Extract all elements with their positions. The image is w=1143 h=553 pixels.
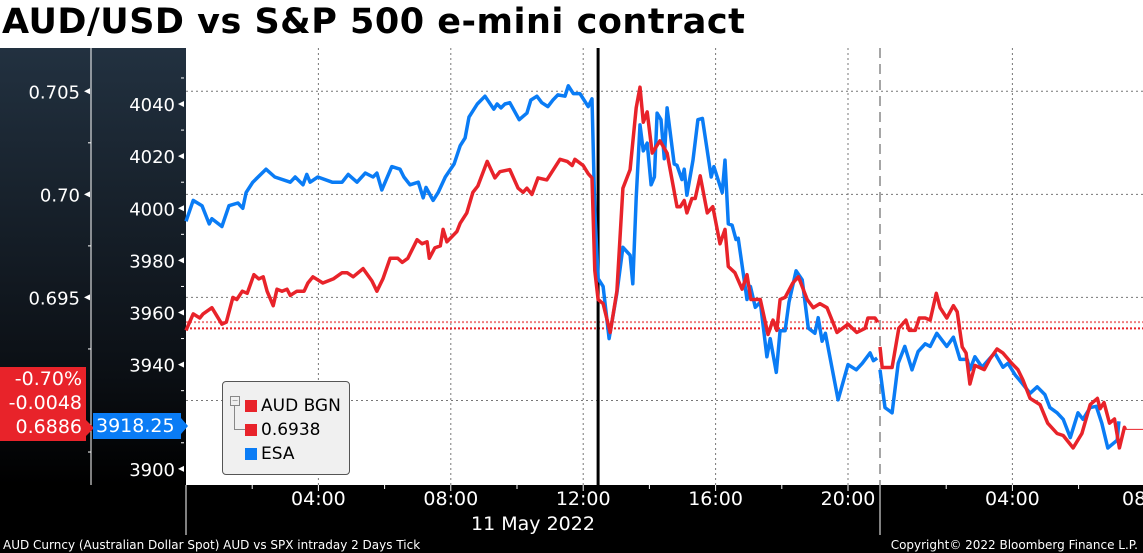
aud-y-tick-label: 0.70 (40, 185, 80, 206)
x-tick-label: 16:00 (688, 488, 743, 510)
legend-item-prev-close[interactable]: 0.6938 (245, 420, 320, 444)
x-axis-panel (0, 485, 1143, 553)
esa-y-tick-mark (178, 309, 184, 316)
x-tick-label: 04:00 (985, 488, 1040, 510)
esa-y-tick-mark (178, 205, 184, 212)
esa-y-tick-mark (178, 153, 184, 160)
x-tick-label: 08:00 (423, 488, 478, 510)
axes: 04:00 08:00 12:00 16:00 20:00 04:00 08 11 May 2… (28, 48, 1143, 535)
esa-y-tick-label: 3960 (129, 303, 175, 324)
legend-label: 0.6938 (261, 420, 321, 440)
esa-y-tick-label: 3980 (129, 251, 175, 272)
esa-y-tick-mark (178, 465, 184, 472)
legend-label: ESA (261, 444, 295, 464)
esa-y-tick-label: 3900 (129, 460, 175, 481)
legend-swatch (245, 448, 257, 460)
legend-item-aud-bgn[interactable]: AUD BGN (245, 396, 341, 420)
legend-swatch (245, 424, 257, 436)
x-date-label: 11 May 2022 (471, 513, 595, 535)
legend-item-esa[interactable]: ESA (245, 444, 294, 468)
x-tick-label: 12:00 (556, 488, 611, 510)
x-tick-label: 04:00 (291, 488, 346, 510)
aud-net-change: -0.0048 (8, 392, 82, 414)
footer-source: AUD Curncy (Australian Dollar Spot) AUD … (3, 538, 421, 552)
x-tick-label: 20:00 (821, 488, 876, 510)
aud-y-tick-mark (84, 294, 90, 301)
aud-y-tick-label: 0.695 (28, 288, 80, 309)
aud-last-price-marker: -0.70% -0.0048 0.6886 (0, 367, 94, 441)
aud-last-value: 0.6886 (15, 416, 82, 438)
esa-y-tick-mark (178, 101, 184, 108)
esa-y-tick-mark (178, 257, 184, 264)
series-line-aud-bgn (878, 291, 1128, 450)
esa-y-tick-label: 4000 (129, 199, 175, 220)
legend-tree-connector (234, 399, 245, 430)
esa-last-price-marker: 3918.25 (93, 413, 188, 439)
esa-y-tick-label: 4020 (129, 147, 175, 168)
aud-y-tick-label: 0.705 (28, 82, 80, 103)
legend-swatch (245, 400, 257, 412)
legend-label: AUD BGN (261, 396, 341, 416)
esa-y-tick-label: 3940 (129, 356, 175, 377)
chart-title: AUD/USD vs S&P 500 e-mini contract (2, 2, 746, 42)
esa-y-tick-mark (178, 361, 184, 368)
series-line-esa (878, 331, 1121, 450)
aud-pct-change: -0.70% (14, 368, 82, 390)
aud-y-tick-mark (84, 88, 90, 95)
series-lines (184, 84, 1143, 450)
collapse-icon[interactable]: − (230, 396, 240, 406)
aud-y-tick-mark (84, 191, 90, 198)
legend[interactable]: − AUD BGN 0.6938 ESA (222, 381, 350, 475)
footer-copyright: Copyright© 2022 Bloomberg Finance L.P. (890, 538, 1138, 552)
esa-y-tick-label: 4040 (129, 95, 175, 116)
series-line-aud-bgn (184, 85, 880, 337)
x-tick-label: 08 (1122, 488, 1143, 510)
